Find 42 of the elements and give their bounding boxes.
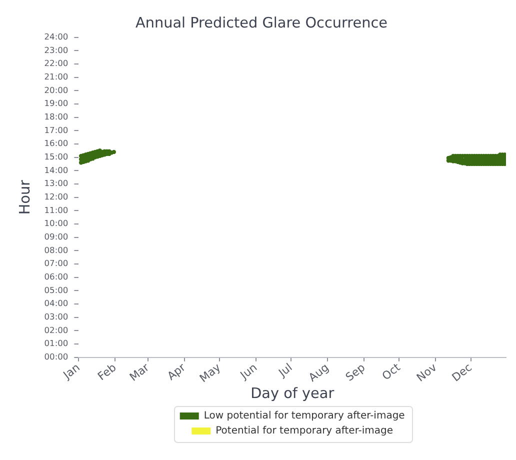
- y-axis-title: Hour: [17, 180, 34, 215]
- y-tick-label: 23:00: [44, 44, 68, 55]
- y-tick-label: 04:00: [44, 298, 68, 308]
- y-tick-label: 24:00: [44, 31, 68, 42]
- y-tick-label: 12:00: [44, 191, 68, 202]
- y-tick-label: 18:00: [44, 111, 68, 122]
- y-tick-label: 14:00: [44, 164, 68, 175]
- x-axis-title: Day of year: [250, 386, 334, 402]
- y-tick-label: 19:00: [44, 98, 68, 108]
- x-tick-label: Jul: [276, 360, 295, 380]
- x-tick-label: Sep: [343, 360, 368, 384]
- x-tick-label: Feb: [95, 360, 119, 384]
- x-tick-label: Apr: [164, 360, 188, 383]
- y-tick-label: 16:00: [44, 138, 68, 148]
- y-tick-label: 10:00: [44, 218, 68, 228]
- legend-label: Potential for temporary after-image: [216, 426, 394, 437]
- y-tick-label: 08:00: [44, 244, 68, 255]
- y-tick-label: 00:00: [44, 351, 68, 362]
- y-tick-label: 02:00: [44, 324, 68, 335]
- x-tick-label: Mar: [127, 360, 152, 384]
- x-tick-label: Oct: [380, 360, 404, 383]
- x-tick-label: Nov: [414, 360, 440, 384]
- x-tick-label: Jan: [60, 360, 82, 382]
- x-tick-label: Dec: [450, 360, 474, 384]
- y-tick-label: 13:00: [44, 178, 68, 188]
- y-tick-label: 22:00: [44, 58, 68, 68]
- y-tick-label: 09:00: [44, 231, 68, 242]
- x-tick-label: Jun: [237, 360, 260, 382]
- x-tick-label: May: [197, 360, 224, 386]
- y-tick-label: 17:00: [44, 124, 68, 135]
- x-tick-label: Aug: [306, 360, 332, 384]
- y-tick-label: 11:00: [44, 204, 68, 215]
- y-tick-label: 20:00: [44, 84, 68, 95]
- y-tick-label: 15:00: [44, 151, 68, 162]
- y-tick-label: 21:00: [44, 71, 68, 82]
- y-tick-label: 05:00: [44, 284, 68, 295]
- y-tick-label: 06:00: [44, 271, 68, 282]
- legend-label: Low potential for temporary after-image: [204, 410, 405, 422]
- chart-title: Annual Predicted Glare Occurrence: [136, 15, 388, 32]
- y-tick-label: 03:00: [44, 311, 68, 322]
- y-tick-label: 01:00: [44, 338, 68, 348]
- y-tick-label: 07:00: [44, 258, 68, 268]
